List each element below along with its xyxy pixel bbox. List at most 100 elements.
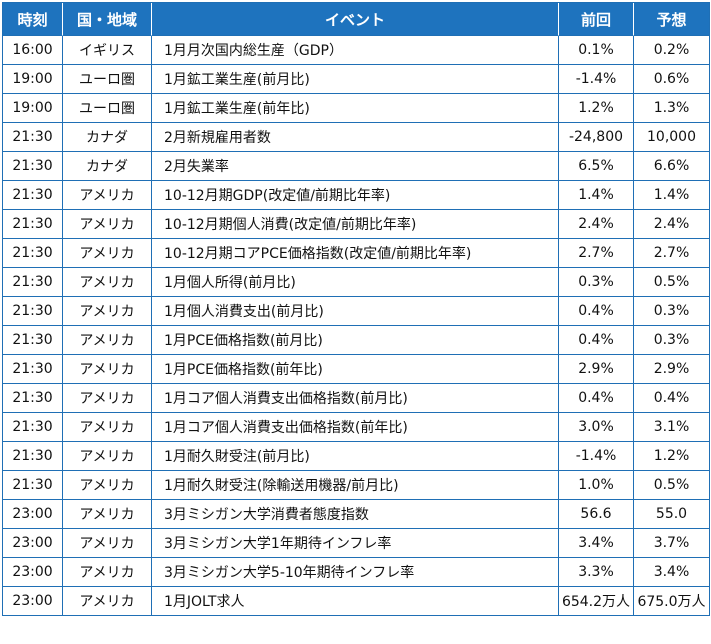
table-row: 21:30 カナダ 2月失業率 6.5% 6.6% xyxy=(3,152,710,181)
cell-forecast: 2.7% xyxy=(634,239,710,268)
table-body: 16:00 イギリス 1月月次国内総生産（GDP） 0.1% 0.2% 19:00 ユーロ圏… xyxy=(3,36,710,616)
cell-event: 1月個人消費支出(前月比) xyxy=(152,297,559,326)
cell-forecast: 0.2% xyxy=(634,36,710,65)
cell-previous: 6.5% xyxy=(559,152,634,181)
cell-event: 3月ミシガン大学消費者態度指数 xyxy=(152,500,559,529)
cell-forecast: 0.3% xyxy=(634,297,710,326)
cell-time: 21:30 xyxy=(3,210,63,239)
cell-time: 21:30 xyxy=(3,326,63,355)
cell-previous: 2.9% xyxy=(559,355,634,384)
cell-forecast: 0.3% xyxy=(634,326,710,355)
cell-forecast: 2.9% xyxy=(634,355,710,384)
cell-country: カナダ xyxy=(63,152,152,181)
table-row: 21:30 アメリカ 1月個人所得(前月比) 0.3% 0.5% xyxy=(3,268,710,297)
cell-time: 21:30 xyxy=(3,268,63,297)
cell-forecast: 3.4% xyxy=(634,558,710,587)
cell-forecast: 3.1% xyxy=(634,413,710,442)
cell-time: 21:30 xyxy=(3,471,63,500)
table-row: 21:30 アメリカ 10-12月期コアPCE価格指数(改定値/前期比年率) 2.7%… xyxy=(3,239,710,268)
cell-forecast: 0.6% xyxy=(634,65,710,94)
cell-previous: 56.6 xyxy=(559,500,634,529)
cell-country: アメリカ xyxy=(63,181,152,210)
cell-time: 23:00 xyxy=(3,587,63,616)
cell-time: 21:30 xyxy=(3,355,63,384)
cell-event: 1月耐久財受注(除輸送用機器/前月比) xyxy=(152,471,559,500)
cell-event: 1月コア個人消費支出価格指数(前年比) xyxy=(152,413,559,442)
cell-time: 21:30 xyxy=(3,442,63,471)
cell-previous: 0.4% xyxy=(559,384,634,413)
cell-forecast: 1.4% xyxy=(634,181,710,210)
cell-previous: 0.4% xyxy=(559,326,634,355)
table-row: 21:30 アメリカ 1月コア個人消費支出価格指数(前月比) 0.4% 0.4% xyxy=(3,384,710,413)
cell-time: 23:00 xyxy=(3,529,63,558)
cell-time: 21:30 xyxy=(3,239,63,268)
cell-country: アメリカ xyxy=(63,558,152,587)
economic-calendar-table: 時刻 国・地域 イベント 前回 予想 16:00 イギリス 1月月次国内総生産（GD… xyxy=(2,2,710,616)
cell-country: アメリカ xyxy=(63,413,152,442)
header-previous: 前回 xyxy=(559,3,634,36)
cell-event: 10-12月期コアPCE価格指数(改定値/前期比年率) xyxy=(152,239,559,268)
cell-event: 10-12月期GDP(改定値/前期比年率) xyxy=(152,181,559,210)
table-row: 21:30 アメリカ 1月耐久財受注(除輸送用機器/前月比) 1.0% 0.5% xyxy=(3,471,710,500)
header-forecast: 予想 xyxy=(634,3,710,36)
header-country: 国・地域 xyxy=(63,3,152,36)
cell-forecast: 1.2% xyxy=(634,442,710,471)
cell-country: アメリカ xyxy=(63,355,152,384)
header-event: イベント xyxy=(152,3,559,36)
table-row: 19:00 ユーロ圏 1月鉱工業生産(前年比) 1.2% 1.3% xyxy=(3,94,710,123)
cell-country: アメリカ xyxy=(63,471,152,500)
cell-previous: -1.4% xyxy=(559,442,634,471)
table-row: 16:00 イギリス 1月月次国内総生産（GDP） 0.1% 0.2% xyxy=(3,36,710,65)
cell-event: 1月鉱工業生産(前月比) xyxy=(152,65,559,94)
cell-forecast: 675.0万人 xyxy=(634,587,710,616)
table-row: 21:30 アメリカ 10-12月期GDP(改定値/前期比年率) 1.4% 1.4% xyxy=(3,181,710,210)
cell-previous: 1.4% xyxy=(559,181,634,210)
table-row: 23:00 アメリカ 3月ミシガン大学1年期待インフレ率 3.4% 3.7% xyxy=(3,529,710,558)
cell-country: アメリカ xyxy=(63,239,152,268)
cell-time: 21:30 xyxy=(3,152,63,181)
cell-event: 1月JOLT求人 xyxy=(152,587,559,616)
cell-event: 2月失業率 xyxy=(152,152,559,181)
cell-event: 1月耐久財受注(前月比) xyxy=(152,442,559,471)
cell-time: 21:30 xyxy=(3,413,63,442)
cell-event: 1月PCE価格指数(前年比) xyxy=(152,355,559,384)
cell-event: 3月ミシガン大学1年期待インフレ率 xyxy=(152,529,559,558)
table-row: 21:30 アメリカ 1月PCE価格指数(前年比) 2.9% 2.9% xyxy=(3,355,710,384)
cell-country: アメリカ xyxy=(63,297,152,326)
cell-forecast: 6.6% xyxy=(634,152,710,181)
cell-event: 1月コア個人消費支出価格指数(前月比) xyxy=(152,384,559,413)
cell-time: 19:00 xyxy=(3,94,63,123)
cell-previous: 2.7% xyxy=(559,239,634,268)
cell-country: カナダ xyxy=(63,123,152,152)
cell-previous: 1.2% xyxy=(559,94,634,123)
cell-forecast: 10,000 xyxy=(634,123,710,152)
table-row: 21:30 アメリカ 1月個人消費支出(前月比) 0.4% 0.3% xyxy=(3,297,710,326)
cell-forecast: 3.7% xyxy=(634,529,710,558)
cell-time: 21:30 xyxy=(3,297,63,326)
table-row: 23:00 アメリカ 3月ミシガン大学5-10年期待インフレ率 3.3% 3.4% xyxy=(3,558,710,587)
cell-time: 16:00 xyxy=(3,36,63,65)
cell-event: 1月鉱工業生産(前年比) xyxy=(152,94,559,123)
cell-event: 2月新規雇用者数 xyxy=(152,123,559,152)
cell-previous: 2.4% xyxy=(559,210,634,239)
cell-event: 1月PCE価格指数(前月比) xyxy=(152,326,559,355)
table-row: 21:30 アメリカ 1月PCE価格指数(前月比) 0.4% 0.3% xyxy=(3,326,710,355)
cell-event: 10-12月期個人消費(改定値/前期比年率) xyxy=(152,210,559,239)
cell-country: ユーロ圏 xyxy=(63,94,152,123)
cell-previous: 3.3% xyxy=(559,558,634,587)
cell-country: アメリカ xyxy=(63,500,152,529)
cell-previous: 0.1% xyxy=(559,36,634,65)
cell-time: 21:30 xyxy=(3,181,63,210)
table-row: 21:30 アメリカ 1月コア個人消費支出価格指数(前年比) 3.0% 3.1% xyxy=(3,413,710,442)
cell-country: アメリカ xyxy=(63,210,152,239)
cell-event: 1月個人所得(前月比) xyxy=(152,268,559,297)
cell-forecast: 1.3% xyxy=(634,94,710,123)
cell-event: 3月ミシガン大学5-10年期待インフレ率 xyxy=(152,558,559,587)
table-row: 21:30 アメリカ 1月耐久財受注(前月比) -1.4% 1.2% xyxy=(3,442,710,471)
cell-country: ユーロ圏 xyxy=(63,65,152,94)
cell-previous: 0.3% xyxy=(559,268,634,297)
table-row: 23:00 アメリカ 1月JOLT求人 654.2万人 675.0万人 xyxy=(3,587,710,616)
cell-forecast: 0.4% xyxy=(634,384,710,413)
cell-previous: -24,800 xyxy=(559,123,634,152)
table-row: 23:00 アメリカ 3月ミシガン大学消費者態度指数 56.6 55.0 xyxy=(3,500,710,529)
